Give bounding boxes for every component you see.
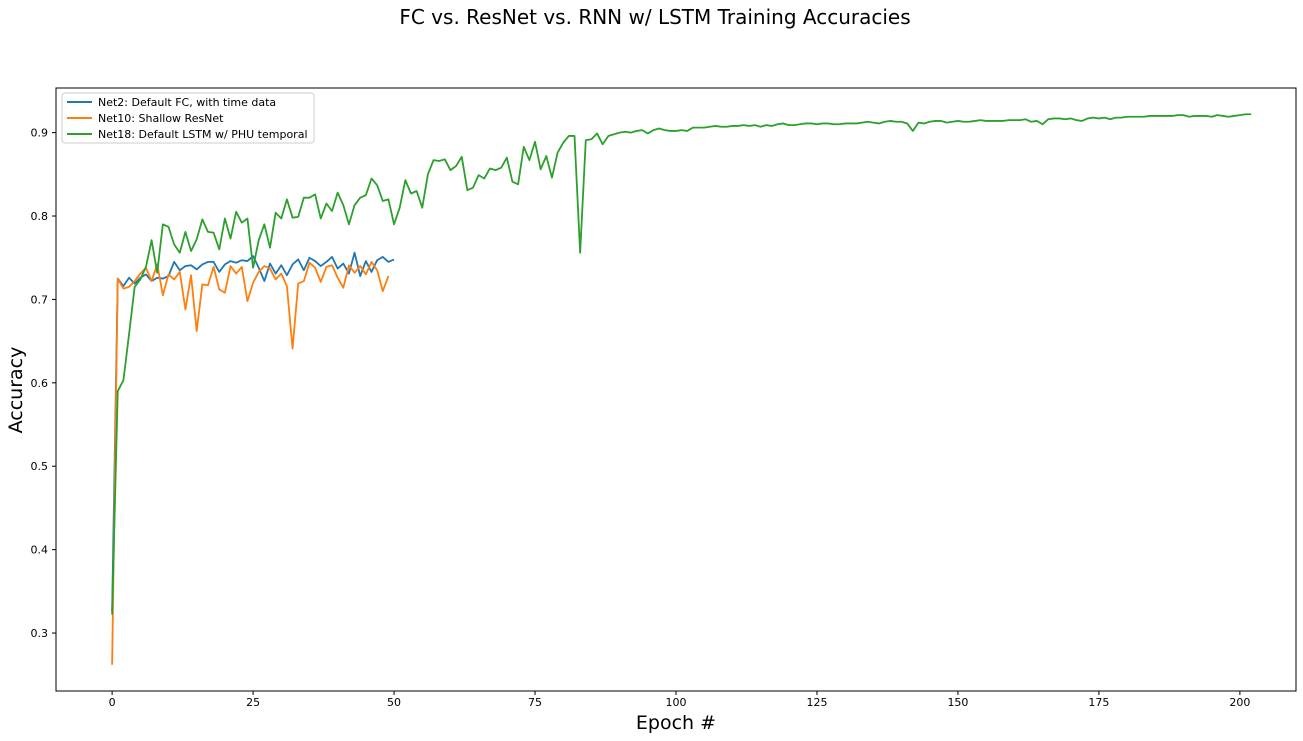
series-layer <box>111 113 1252 665</box>
y-tick-label: 0.8 <box>31 210 49 223</box>
series-line-3 <box>111 113 1252 615</box>
y-tick-label: 0.9 <box>31 127 49 140</box>
legend-label-1: Net2: Default FC, with time data <box>98 96 276 109</box>
y-axis-label: Accuracy <box>5 347 27 434</box>
legend-label-2: Net10: Shallow ResNet <box>98 112 224 125</box>
x-tick-label: 0 <box>109 696 116 709</box>
x-axis-ticks: 0 25 50 75 100 125 150 175 200 <box>109 691 1250 709</box>
x-tick-label: 75 <box>528 696 542 709</box>
y-tick-label: 0.7 <box>31 293 49 306</box>
chart-title: FC vs. ResNet vs. RNN w/ LSTM Training A… <box>399 5 910 29</box>
y-tick-label: 0.5 <box>31 460 49 473</box>
y-tick-label: 0.3 <box>31 627 49 640</box>
y-tick-label: 0.4 <box>31 544 49 557</box>
legend-label-3: Net18: Default LSTM w/ PHU temporal <box>98 128 308 141</box>
x-tick-label: 175 <box>1088 696 1109 709</box>
x-tick-label: 100 <box>666 696 687 709</box>
x-tick-label: 200 <box>1229 696 1250 709</box>
x-tick-label: 150 <box>947 696 968 709</box>
x-tick-label: 25 <box>246 696 260 709</box>
legend: Net2: Default FC, with time data Net10: S… <box>61 92 315 144</box>
y-axis-ticks: 0.3 0.4 0.5 0.6 0.7 0.8 0.9 <box>31 127 56 640</box>
x-tick-label: 125 <box>806 696 827 709</box>
legend-box <box>61 92 315 144</box>
x-tick-label: 50 <box>387 696 401 709</box>
y-tick-label: 0.6 <box>31 377 49 390</box>
x-axis-label: Epoch # <box>636 712 716 734</box>
